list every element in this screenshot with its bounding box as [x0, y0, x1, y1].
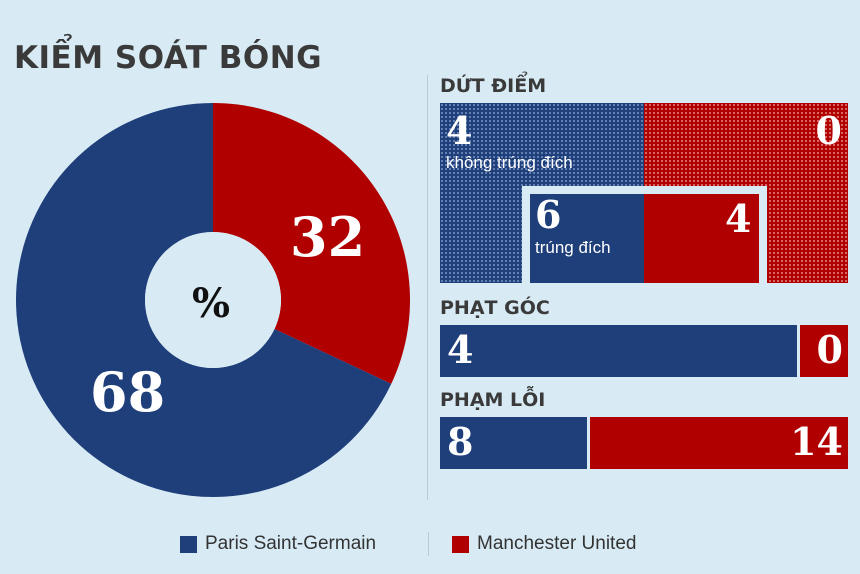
psg-on-target-value: 6	[535, 192, 562, 237]
psg-off-target-value: 4	[446, 108, 473, 153]
possession-title: KIỂM SOÁT BÓNG	[14, 40, 323, 76]
mu-on-target-value: 4	[725, 196, 752, 241]
legend-psg: Paris Saint-Germain	[180, 533, 376, 555]
possession-donut	[16, 103, 410, 497]
legend-mu: Manchester United	[452, 533, 636, 555]
corners-psg-bar	[440, 325, 797, 377]
legend-mu-label: Manchester United	[477, 533, 637, 554]
shots-on-target-mu-bar	[644, 194, 759, 283]
mu-off-target-value: 0	[815, 108, 842, 153]
percent-label: %	[192, 280, 231, 327]
divider	[427, 75, 428, 500]
shots-title: DỨT ĐIỂM	[440, 75, 547, 97]
shots-on-target-psg-bar	[530, 194, 644, 283]
psg-possession-label: 68	[90, 360, 166, 424]
psg-swatch	[180, 535, 197, 553]
legend-psg-label: Paris Saint-Germain	[205, 533, 377, 554]
corners-mu-bar	[800, 325, 848, 377]
mu-possession-label: 32	[290, 205, 366, 269]
psg-fouls-value: 8	[447, 419, 474, 464]
mu-corners-value: 0	[816, 327, 843, 372]
psg-possession-slice	[16, 103, 392, 497]
legend-divider	[428, 532, 429, 556]
mu-fouls-value: 14	[790, 419, 843, 464]
on-target-label: trúng đích	[535, 238, 611, 257]
fouls-mu-bar	[590, 417, 848, 469]
mu-swatch	[452, 535, 469, 553]
psg-corners-value: 4	[447, 327, 474, 372]
off-target-label: không trúng đích	[446, 153, 573, 172]
donut-hole	[145, 232, 281, 368]
fouls-title: PHẠM LỖI	[440, 389, 546, 411]
mu-possession-slice	[213, 103, 410, 384]
fouls-psg-bar	[440, 417, 587, 469]
corners-title: PHẠT GÓC	[440, 297, 550, 319]
